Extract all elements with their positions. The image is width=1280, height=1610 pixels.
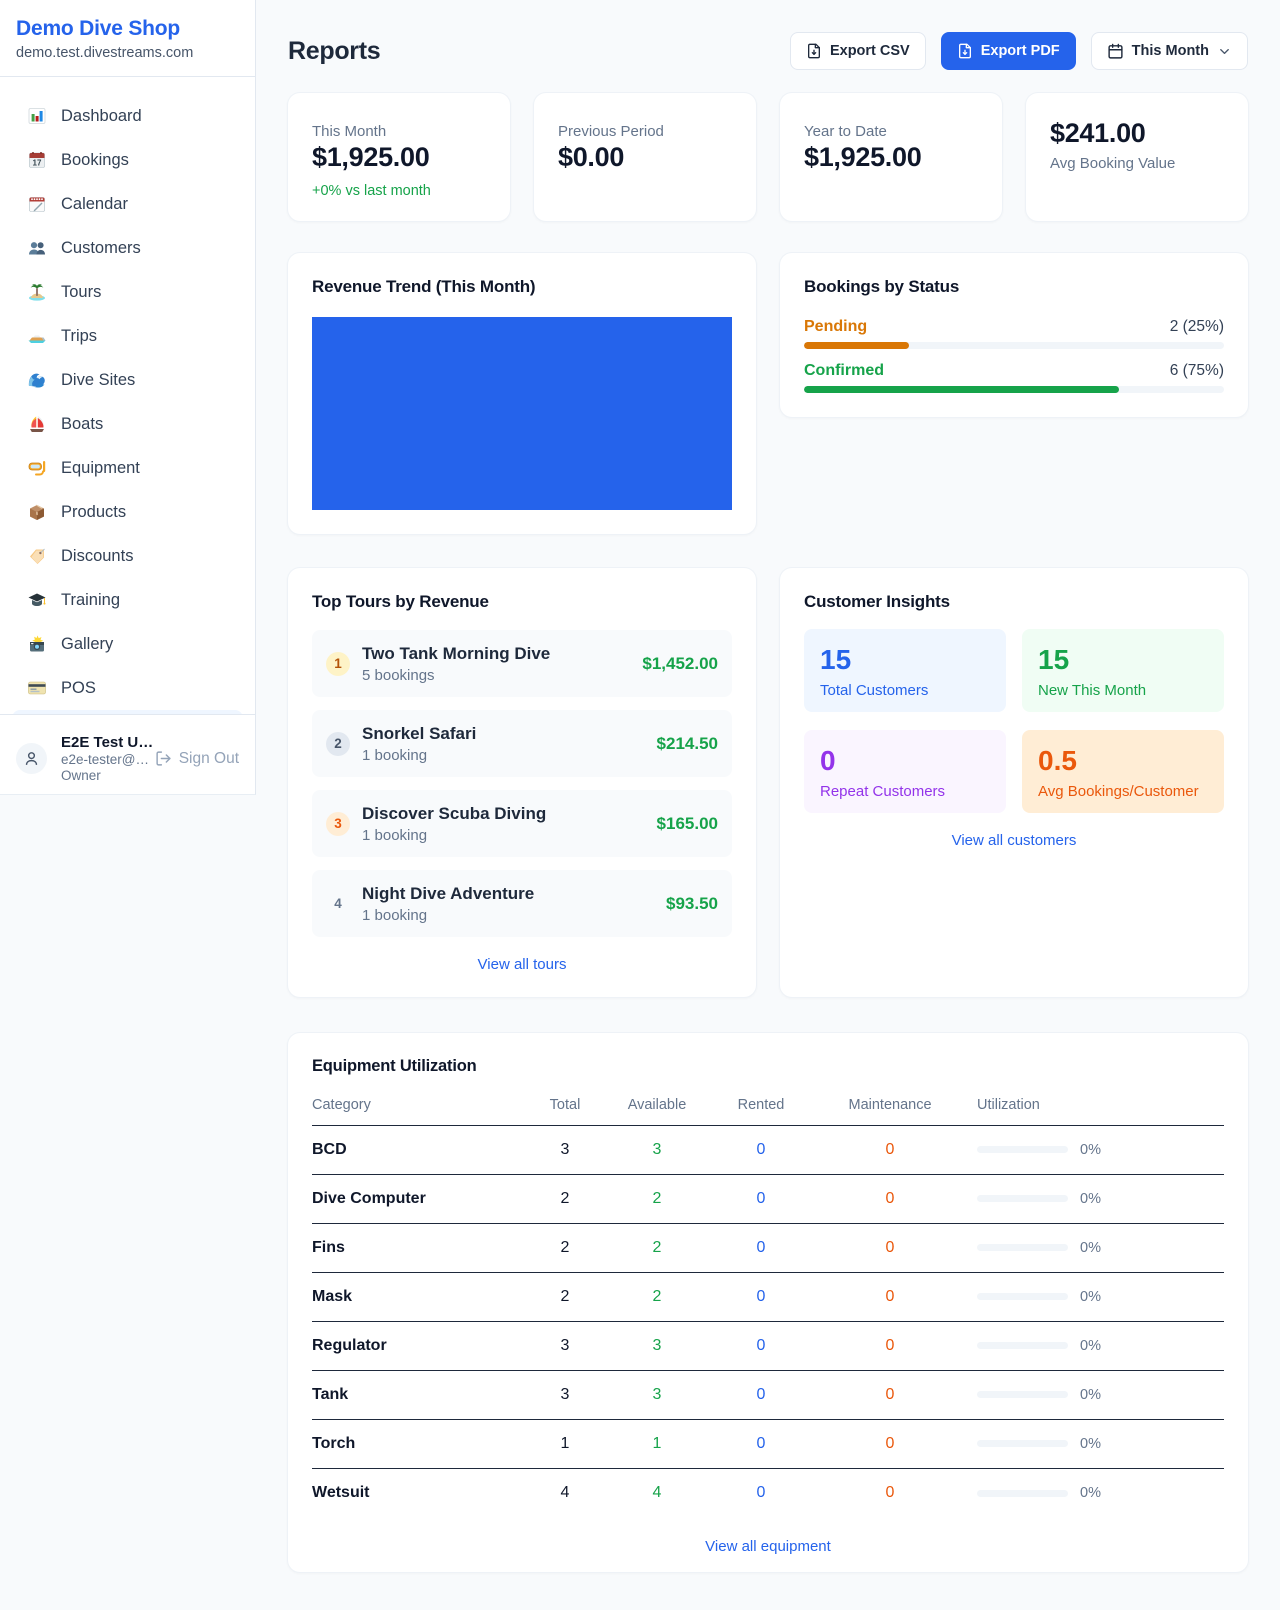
svg-text:17: 17 xyxy=(33,159,42,168)
